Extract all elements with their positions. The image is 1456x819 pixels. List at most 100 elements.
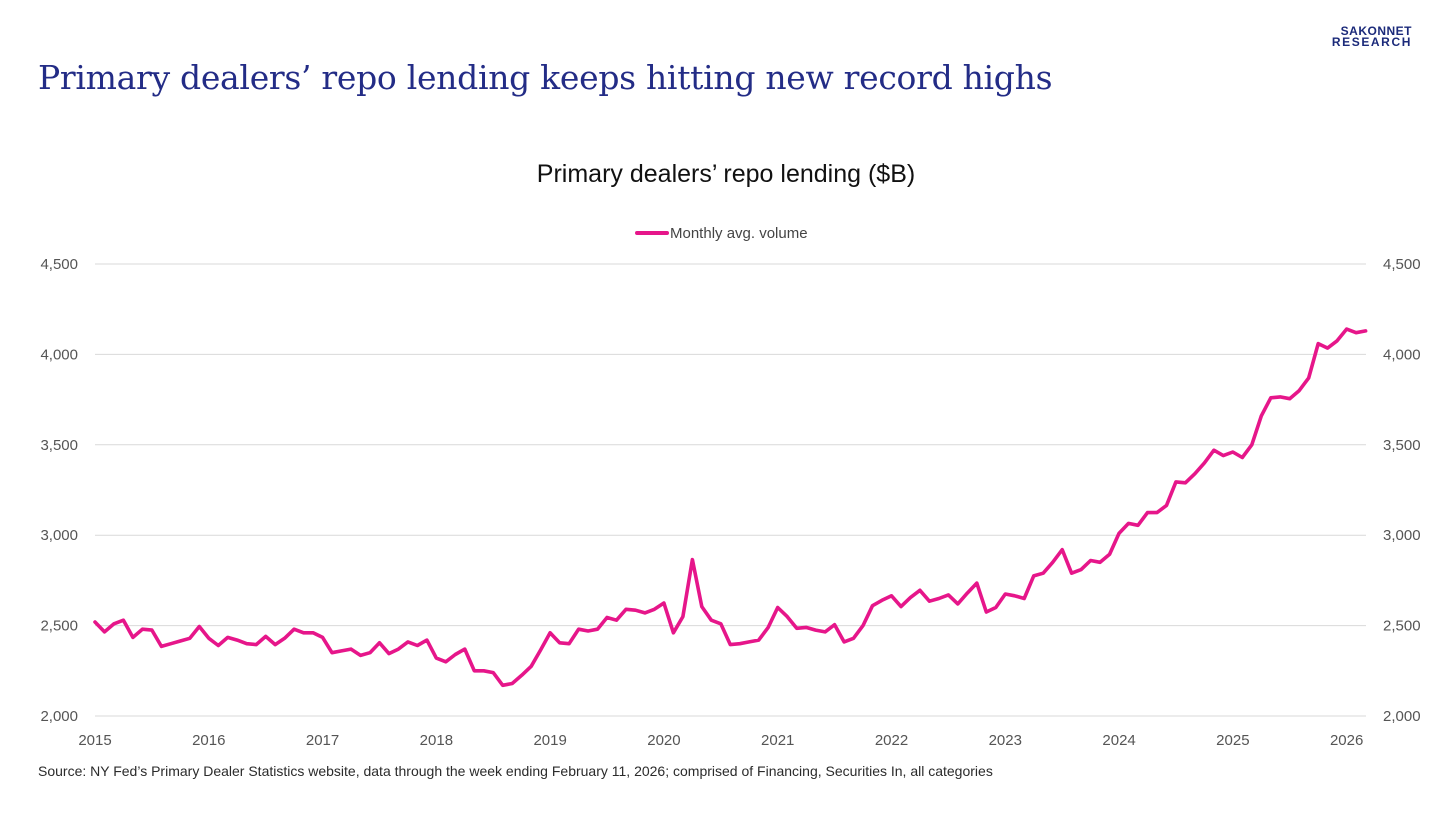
data-point xyxy=(378,641,381,644)
data-point xyxy=(558,641,561,644)
data-point xyxy=(1051,561,1054,564)
data-point xyxy=(1222,454,1225,457)
data-point xyxy=(757,638,760,642)
data-point xyxy=(1241,456,1244,459)
source-note: Source: NY Fed’s Primary Dealer Statisti… xyxy=(38,763,993,779)
data-point xyxy=(947,593,950,597)
data-point xyxy=(226,636,229,639)
data-point xyxy=(615,619,618,622)
data-point xyxy=(1279,395,1282,399)
data-point xyxy=(1042,572,1045,575)
data-point xyxy=(444,660,447,663)
data-point xyxy=(1269,396,1273,399)
data-point xyxy=(719,622,722,625)
data-point xyxy=(767,626,770,629)
data-point xyxy=(1136,524,1140,527)
data-point xyxy=(700,605,703,608)
x-tick-label: 2026 xyxy=(1330,732,1363,749)
data-point xyxy=(1193,472,1197,475)
data-point xyxy=(1108,553,1111,556)
data-point xyxy=(833,623,836,626)
data-point xyxy=(511,682,514,685)
data-point xyxy=(160,645,163,648)
x-tick-label: 2022 xyxy=(875,732,908,749)
data-point xyxy=(909,596,912,599)
data-point xyxy=(1250,443,1254,446)
data-point xyxy=(653,608,656,611)
data-point xyxy=(890,594,893,597)
data-point xyxy=(1089,559,1092,562)
data-point xyxy=(416,644,419,647)
legend-label: Monthly avg. volume xyxy=(670,225,808,242)
data-point xyxy=(1335,339,1339,342)
data-point xyxy=(1184,481,1187,484)
x-tick-label: 2020 xyxy=(647,732,680,749)
y-tick-label-left: 2,500 xyxy=(40,618,78,635)
data-point xyxy=(1061,548,1064,551)
data-point xyxy=(349,647,353,651)
data-point xyxy=(93,620,97,624)
data-point xyxy=(1079,568,1083,571)
data-point xyxy=(492,671,495,674)
data-point xyxy=(321,636,324,639)
data-point xyxy=(368,651,372,654)
y-tick-label-left: 3,500 xyxy=(40,437,78,454)
data-point xyxy=(966,591,969,595)
data-point xyxy=(1260,414,1263,418)
data-point xyxy=(131,636,135,639)
brand-line-1: SAKONNET xyxy=(1340,24,1412,38)
data-point xyxy=(264,635,267,638)
y-tick-label-right: 3,000 xyxy=(1383,527,1421,544)
data-point xyxy=(530,665,533,668)
data-point xyxy=(842,640,846,644)
data-point xyxy=(1354,331,1358,334)
data-point xyxy=(112,622,116,625)
y-tick-label-right: 2,000 xyxy=(1383,708,1421,725)
data-point xyxy=(454,653,457,656)
series-layer xyxy=(93,327,1368,688)
series-line-0 xyxy=(93,327,1368,688)
x-tick-label: 2021 xyxy=(761,732,794,749)
data-point xyxy=(748,640,751,644)
data-point xyxy=(1127,522,1130,525)
data-point xyxy=(482,669,485,672)
data-point xyxy=(1203,461,1206,465)
data-point xyxy=(1117,532,1121,535)
data-point xyxy=(776,606,779,609)
data-point xyxy=(150,628,154,632)
data-point xyxy=(236,638,239,642)
data-point xyxy=(245,642,248,645)
y-tick-label-right: 3,500 xyxy=(1383,437,1421,454)
data-point xyxy=(397,647,400,651)
data-point xyxy=(122,619,125,622)
y-axis-right: 2,000 2,500 3,000 3,500 4,000 4,500 xyxy=(1383,256,1421,725)
data-point xyxy=(956,602,959,606)
data-point xyxy=(425,638,429,642)
data-point xyxy=(292,628,296,631)
brand-line-2: RESEARCH xyxy=(1331,35,1412,49)
data-point xyxy=(1098,561,1102,564)
y-tick-label-left: 2,000 xyxy=(40,708,78,725)
data-point xyxy=(302,631,305,634)
data-point xyxy=(1298,389,1301,392)
data-point xyxy=(786,615,789,618)
data-point xyxy=(1326,346,1329,350)
data-point xyxy=(1146,511,1149,514)
y-tick-label-right: 2,500 xyxy=(1383,618,1421,635)
x-tick-label: 2025 xyxy=(1216,732,1249,749)
data-point xyxy=(643,611,647,615)
brand-logo: SAKONNET RESEARCH xyxy=(1331,24,1412,49)
data-point xyxy=(624,608,628,611)
gridlines xyxy=(95,263,1366,717)
data-point xyxy=(198,625,201,628)
data-point xyxy=(586,629,590,633)
data-point xyxy=(1165,504,1168,507)
data-point xyxy=(1013,594,1016,597)
chart-title: Primary dealers’ repo lending ($B) xyxy=(537,160,915,188)
data-point xyxy=(634,609,637,612)
data-point xyxy=(255,643,258,646)
data-point xyxy=(1364,329,1367,333)
data-point xyxy=(1231,450,1235,454)
